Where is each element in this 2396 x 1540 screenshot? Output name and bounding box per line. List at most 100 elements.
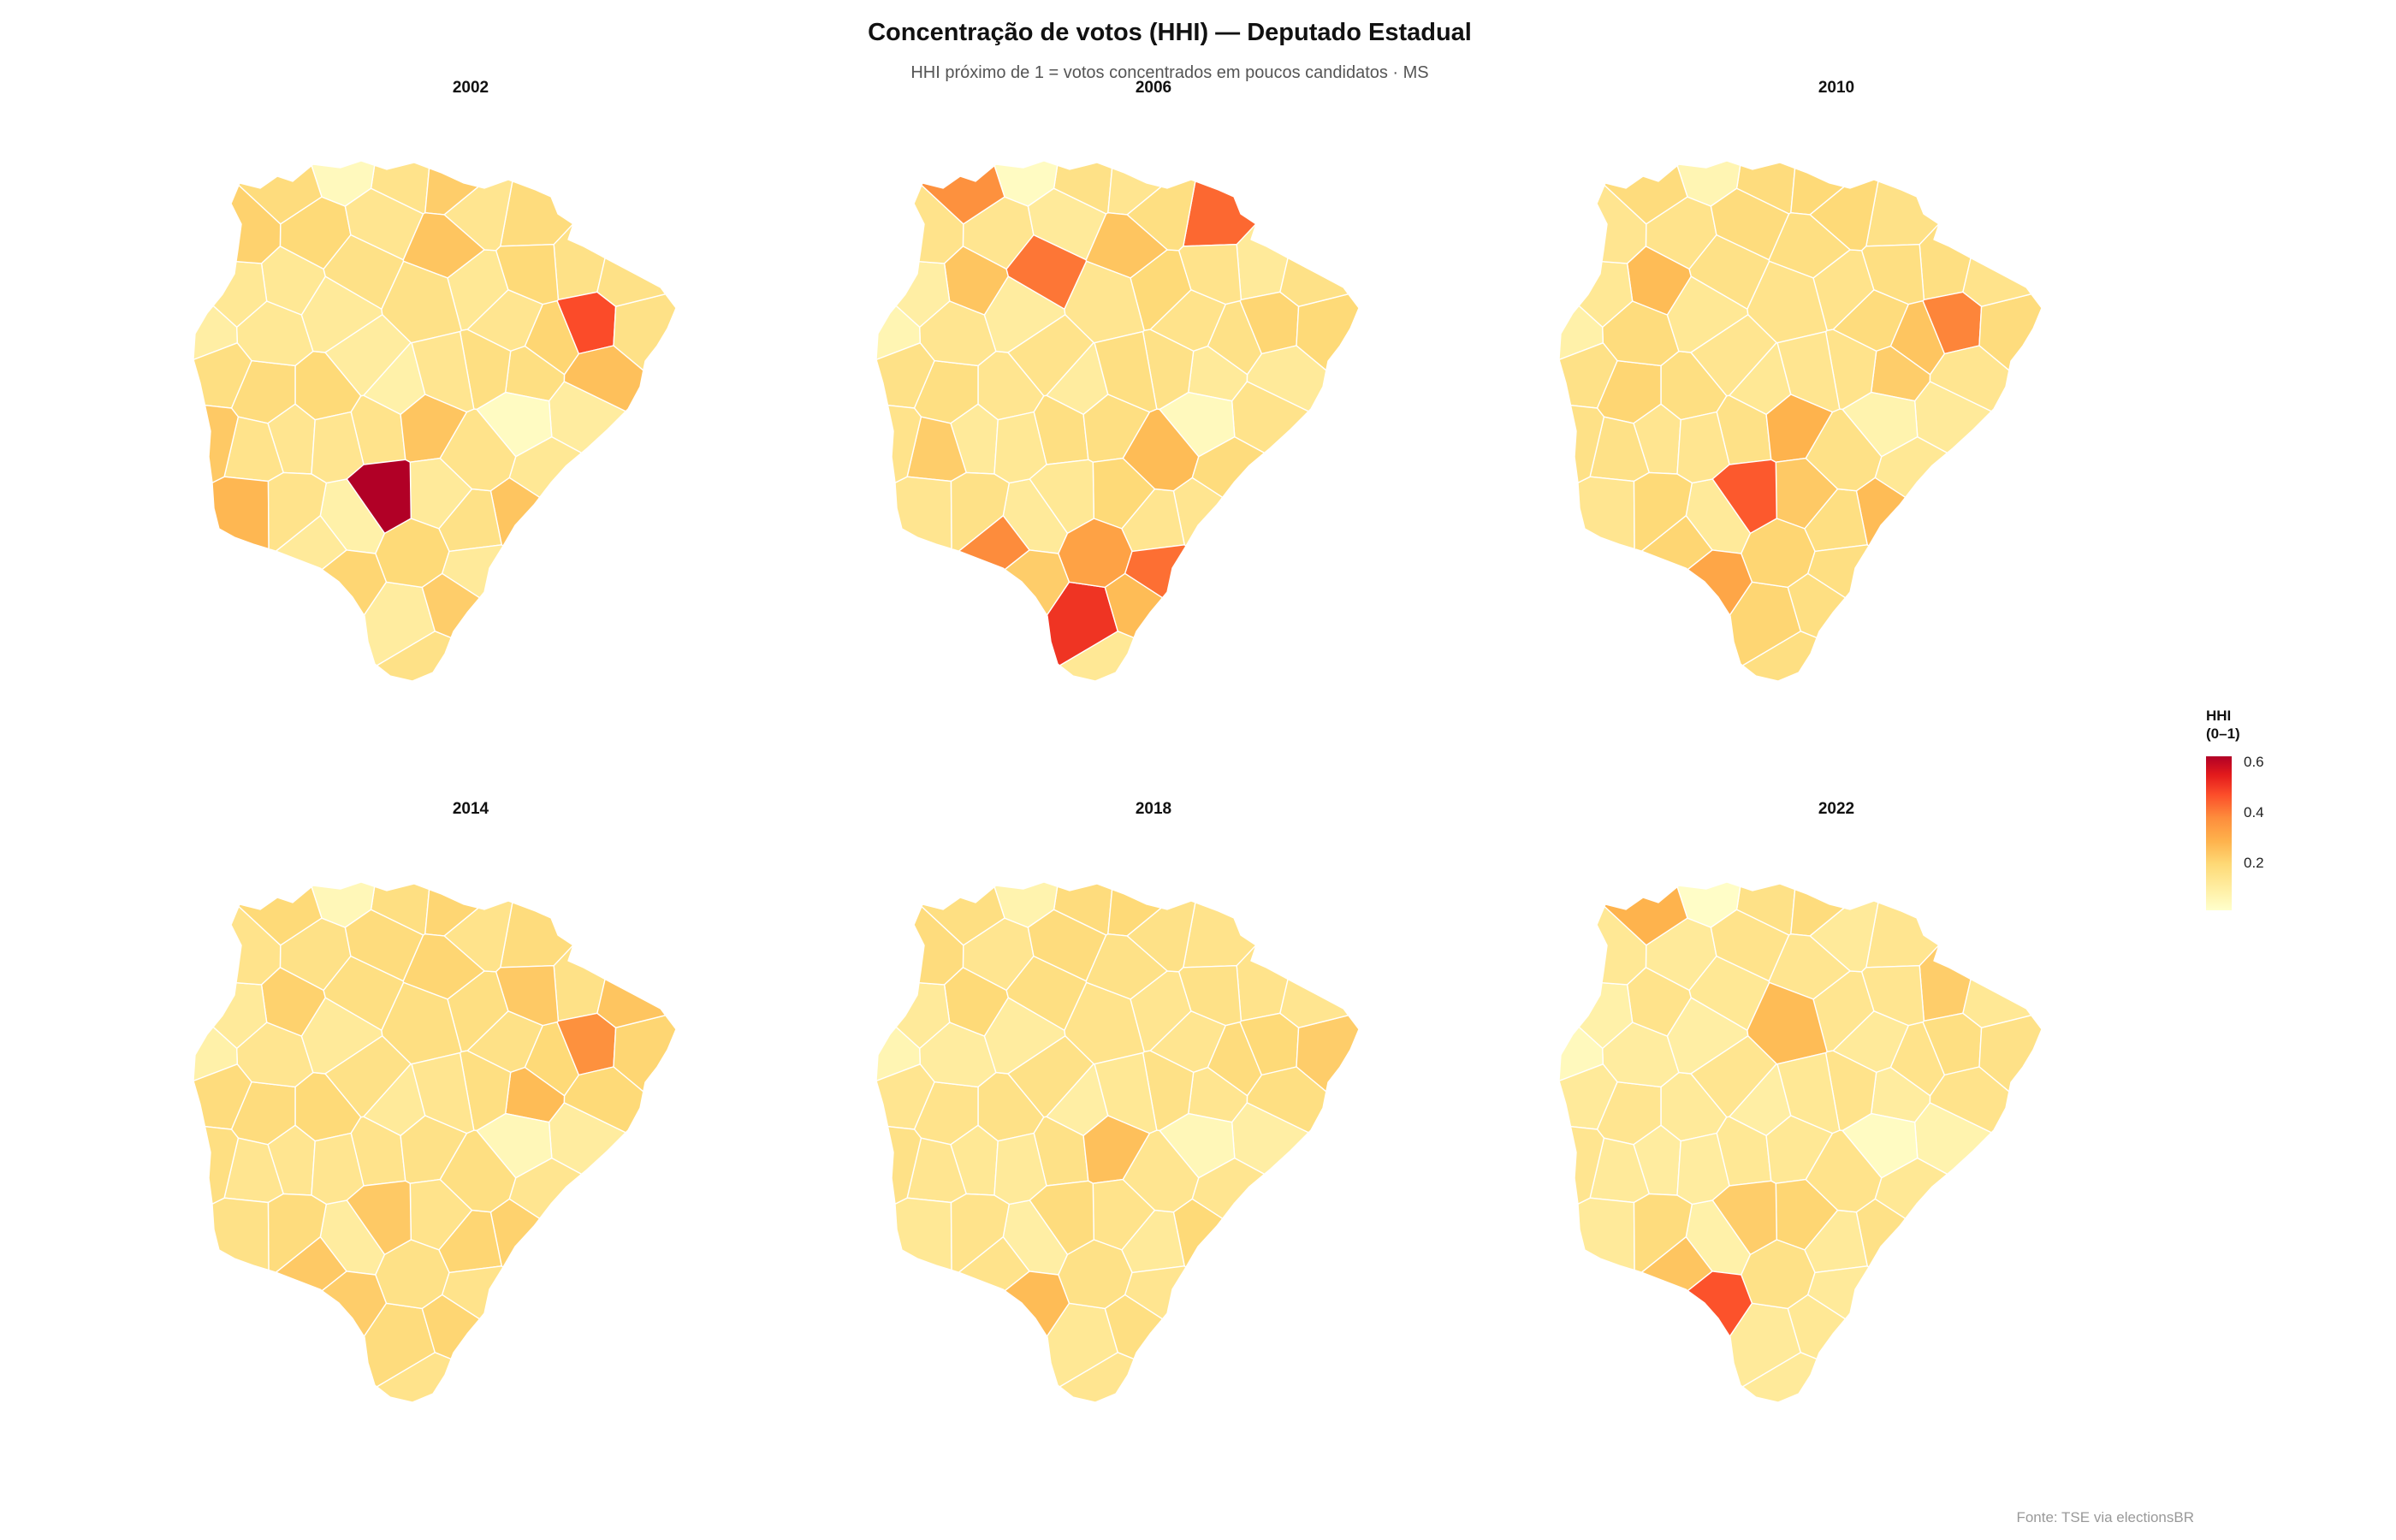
- municipality-region: [950, 471, 1010, 552]
- panel-title: 2022: [1818, 800, 1855, 818]
- municipality-region: [508, 1157, 583, 1219]
- municipality-region: [1569, 1126, 1605, 1205]
- municipality-region: [1768, 933, 1851, 1000]
- municipality-region: [1059, 631, 1135, 682]
- map-panel-2014: 2014: [103, 800, 839, 1476]
- municipality-region: [1604, 164, 1688, 225]
- choropleth-map: [193, 881, 677, 1403]
- municipality-region: [1577, 476, 1635, 550]
- municipality-region: [508, 435, 583, 498]
- map-panel-2006: 2006: [786, 79, 1521, 755]
- municipality-region: [563, 345, 644, 412]
- legend-tick: [2232, 762, 2239, 764]
- municipality-region: [1711, 459, 1777, 534]
- panel-title: 2006: [1135, 79, 1172, 97]
- municipality-region: [1279, 978, 1349, 1028]
- municipality-region: [1122, 408, 1200, 492]
- municipality-region: [563, 1066, 644, 1134]
- panel-title: 2010: [1818, 79, 1855, 97]
- municipality-region: [1633, 471, 1693, 552]
- municipality-region: [212, 982, 268, 1050]
- municipality-region: [613, 1015, 677, 1093]
- legend-title-line1: HHI: [2206, 708, 2232, 724]
- municipality-region: [1676, 160, 1741, 207]
- municipality-region: [1094, 330, 1158, 413]
- municipality-region: [442, 1265, 504, 1320]
- municipality-region: [1029, 459, 1094, 534]
- panel-title: 2002: [452, 79, 489, 97]
- municipality-region: [1805, 1129, 1883, 1213]
- municipality-region: [1929, 345, 2010, 412]
- municipality-region: [346, 1180, 412, 1255]
- municipality-region: [1687, 549, 1753, 616]
- municipality-region: [1741, 631, 1818, 682]
- municipality-region: [596, 978, 667, 1028]
- legend-tick: [2232, 813, 2239, 814]
- color-legend: HHI (0–1) 0.6 0.4 0.2: [2206, 707, 2317, 921]
- municipality-region: [1124, 1265, 1187, 1320]
- municipality-region: [1711, 1180, 1777, 1255]
- municipality-region: [1741, 1352, 1818, 1403]
- municipality-region: [1279, 257, 1349, 307]
- municipality-region: [495, 244, 560, 305]
- municipality-region: [211, 1197, 270, 1271]
- municipality-region: [1558, 305, 1604, 361]
- municipality-region: [1978, 1015, 2043, 1093]
- map-panel-2018: 2018: [786, 800, 1521, 1476]
- municipality-region: [1027, 187, 1107, 261]
- municipality-region: [376, 1352, 452, 1403]
- source-caption: Fonte: TSE via electionsBR: [2016, 1509, 2194, 1525]
- choropleth-map: [193, 160, 677, 682]
- municipality-region: [1569, 405, 1605, 483]
- municipality-region: [1246, 345, 1327, 412]
- municipality-region: [1687, 1270, 1753, 1337]
- municipality-region: [1861, 244, 1925, 305]
- municipality-region: [311, 881, 376, 928]
- municipality-region: [887, 1126, 922, 1205]
- municipality-region: [1676, 881, 1741, 928]
- municipality-region: [1577, 1197, 1635, 1271]
- municipality-region: [411, 330, 475, 413]
- panel-title: 2018: [1135, 800, 1172, 818]
- municipality-region: [1059, 1352, 1135, 1403]
- municipality-region: [193, 1026, 238, 1082]
- municipality-region: [238, 886, 323, 946]
- municipality-region: [1807, 1265, 1870, 1320]
- legend-tick-label: 0.4: [2244, 804, 2264, 820]
- municipality-region: [1807, 544, 1870, 599]
- legend-tick: [2232, 863, 2239, 865]
- municipality-region: [1596, 905, 1647, 986]
- municipality-region: [1296, 293, 1360, 371]
- municipality-region: [1929, 1066, 2010, 1134]
- municipality-region: [1027, 909, 1107, 982]
- legend-tick-label: 0.6: [2244, 754, 2264, 770]
- municipality-region: [1004, 1270, 1070, 1337]
- municipality-region: [875, 305, 921, 361]
- municipality-region: [1246, 1066, 1327, 1134]
- panel-title: 2014: [452, 800, 489, 818]
- legend-colorbar: [2206, 756, 2232, 910]
- map-panel-2010: 2010: [1468, 79, 2204, 755]
- legend-title: HHI (0–1): [2206, 707, 2317, 743]
- municipality-region: [921, 886, 1005, 946]
- municipality-region: [1085, 933, 1168, 1000]
- legend-title-line2: (0–1): [2206, 726, 2240, 742]
- municipality-region: [894, 1197, 952, 1271]
- municipality-region: [495, 965, 560, 1027]
- municipality-region: [238, 164, 323, 225]
- municipality-region: [1191, 1157, 1266, 1219]
- municipality-region: [230, 905, 282, 986]
- municipality-region: [993, 881, 1059, 928]
- municipality-region: [913, 184, 964, 264]
- municipality-region: [913, 905, 964, 986]
- municipality-region: [1710, 909, 1790, 982]
- municipality-region: [204, 1126, 240, 1205]
- municipality-region: [875, 1026, 921, 1082]
- municipality-region: [1178, 244, 1242, 305]
- map-panel-2022: 2022: [1468, 800, 2204, 1476]
- municipality-region: [402, 212, 485, 279]
- municipality-region: [1004, 549, 1070, 616]
- municipality-region: [411, 1051, 475, 1134]
- municipality-region: [211, 476, 270, 550]
- municipality-region: [193, 305, 238, 361]
